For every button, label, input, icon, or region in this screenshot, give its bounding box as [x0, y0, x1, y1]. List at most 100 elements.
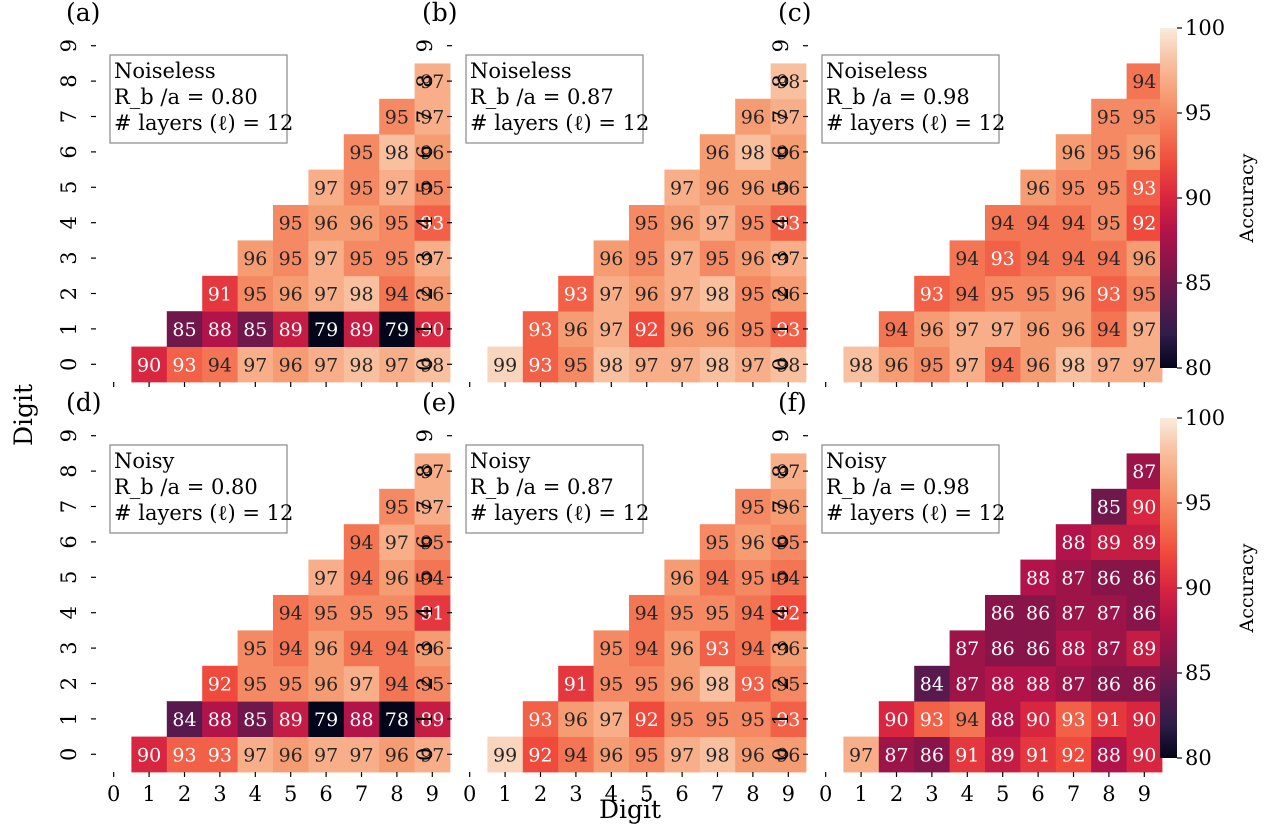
heatmap-cell	[1020, 630, 1057, 667]
heatmap-cell	[699, 346, 736, 383]
colorbar-tick-label: 80	[1185, 356, 1212, 380]
cell-value-label: 92	[528, 744, 552, 766]
x-tick-label: 5	[996, 782, 1009, 806]
cell-value-label: 95	[635, 744, 659, 766]
cell-value-label: 88	[349, 709, 373, 731]
cell-value-label: 98	[599, 354, 623, 376]
heatmap-cell	[1126, 205, 1163, 241]
panel-label: (b)	[422, 0, 458, 27]
heatmap-cell	[1055, 205, 1092, 241]
heatmap-cell	[1091, 559, 1127, 596]
y-tick-label: 5	[57, 181, 81, 194]
heatmap-cell	[1055, 630, 1092, 667]
y-tick-label: 3	[57, 251, 81, 264]
heatmap-cell	[629, 346, 665, 383]
cell-value-label: 88	[991, 674, 1015, 696]
cell-value-label: 92	[776, 603, 800, 625]
cell-value-label: 97	[955, 354, 979, 376]
heatmap-cell	[273, 630, 309, 667]
y-tick-label: 0	[57, 358, 81, 371]
cell-value-label: 95	[635, 674, 659, 696]
cell-value-label: 97	[314, 567, 338, 589]
heatmap-cell	[414, 630, 451, 667]
heatmap-cell	[414, 311, 451, 347]
heatmap-cell	[1020, 595, 1057, 631]
heatmap-cell	[308, 240, 345, 277]
heatmap-cell	[735, 488, 771, 525]
y-tick-label: 8	[413, 464, 437, 477]
heatmap-cell	[237, 240, 274, 277]
colorbar-tick-label: 85	[1185, 661, 1212, 685]
heatmap-cell	[166, 701, 203, 737]
cell-value-label: 95	[670, 603, 694, 625]
cell-value-label: 98	[349, 284, 373, 306]
y-tick-label: 7	[57, 500, 81, 513]
heatmap-cell	[770, 240, 807, 277]
heatmap-cell	[1055, 736, 1092, 773]
cell-value-label: 95	[1132, 284, 1156, 306]
annotation-box	[821, 54, 1000, 144]
heatmap-cell	[308, 169, 345, 206]
cell-value-label: 97	[599, 319, 623, 341]
cell-value-label: 97	[991, 319, 1015, 341]
cell-value-label: 95	[705, 248, 729, 270]
heatmap-cell	[202, 665, 238, 702]
y-tick-label: 3	[57, 641, 81, 654]
colorbar-tick-label: 85	[1185, 271, 1212, 295]
x-tick-label: 6	[675, 782, 688, 806]
heatmap-cell	[343, 275, 380, 312]
cell-value-label: 90	[420, 319, 444, 341]
heatmap-cell	[949, 630, 986, 667]
cell-value-label: 94	[1061, 213, 1085, 235]
cell-value-label: 95	[1097, 107, 1121, 129]
heatmap-cell	[878, 701, 915, 737]
heatmap-cell	[1020, 665, 1057, 702]
heatmap-cell	[1020, 311, 1057, 347]
heatmap-cell	[237, 275, 274, 312]
cell-value-label: 86	[991, 638, 1015, 660]
cell-value-label: 93	[564, 284, 588, 306]
panel-label: (a)	[66, 0, 100, 27]
y-tick-label: 0	[57, 748, 81, 761]
cell-value-label: 94	[884, 319, 908, 341]
heatmap-cell	[558, 736, 594, 773]
colorbar-tick-label: 90	[1185, 186, 1212, 210]
cell-value-label: 97	[314, 248, 338, 270]
cell-value-label: 95	[705, 532, 729, 554]
cell-value-label: 85	[243, 319, 267, 341]
x-tick-label: 0	[819, 782, 832, 806]
panel-label: (d)	[66, 388, 102, 417]
cell-value-label: 95	[599, 674, 623, 696]
heatmap-cell	[664, 275, 701, 312]
cell-value-label: 97	[420, 107, 444, 129]
heatmap-cell	[414, 98, 451, 135]
heatmap-cell	[273, 311, 309, 347]
heatmap-cell	[343, 205, 380, 241]
cell-value-label: 84	[172, 709, 196, 731]
cell-value-label: 97	[1132, 354, 1156, 376]
heatmap-cell	[1091, 524, 1127, 560]
cell-value-label: 93	[420, 213, 444, 235]
cell-value-label: 88	[1061, 532, 1085, 554]
heatmap-cell	[202, 311, 238, 347]
cell-value-label: 96	[920, 319, 944, 341]
cell-value-label: 95	[564, 354, 588, 376]
heatmap-cell	[949, 701, 986, 737]
heatmap-cell	[237, 701, 274, 737]
colorbar: 100 95 90 85 80 Accuracy	[1160, 406, 1258, 770]
heatmap-cell	[379, 524, 415, 560]
y-tick-label: 6	[57, 145, 81, 158]
y-tick-label: 3	[413, 641, 437, 654]
cell-value-label: 88	[208, 319, 232, 341]
y-tick-label: 1	[769, 322, 793, 335]
heatmap-cell	[1126, 736, 1163, 773]
cell-value-label: 98	[385, 142, 409, 164]
cell-value-label: 96	[884, 354, 908, 376]
heatmap-cell	[735, 169, 771, 206]
cell-value-label: 94	[208, 354, 232, 376]
heatmap-cell	[629, 701, 665, 737]
cell-value-label: 97	[385, 177, 409, 199]
y-tick-label: 5	[413, 181, 437, 194]
heatmap-cell	[308, 665, 345, 702]
